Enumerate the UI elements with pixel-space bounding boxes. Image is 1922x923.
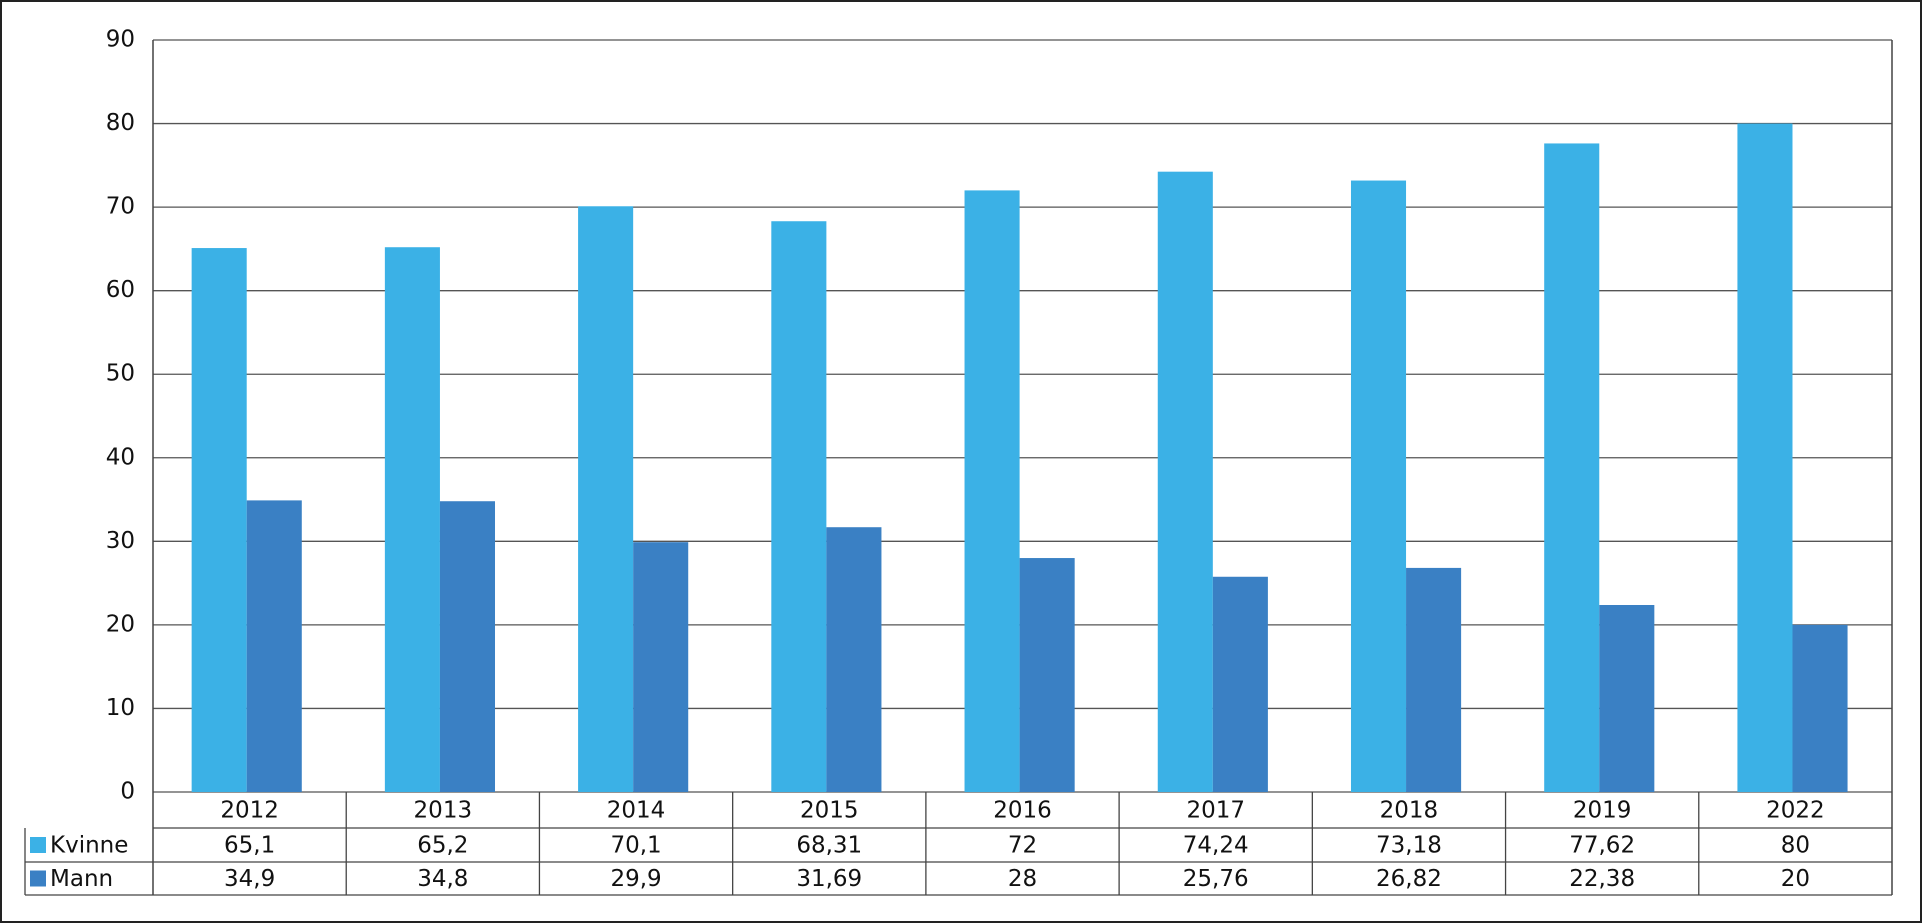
bar [1212, 576, 1268, 792]
y-tick-label: 80 [106, 110, 135, 136]
table-value: 80 [1781, 833, 1810, 859]
x-tick-label: 2022 [1766, 798, 1825, 824]
x-tick-label: 2017 [1186, 798, 1245, 824]
y-tick-label: 20 [106, 611, 135, 637]
bar [246, 500, 302, 792]
bar [191, 248, 247, 792]
bar [578, 206, 634, 792]
table-value: 73,18 [1376, 833, 1442, 859]
x-tick-label: 2015 [800, 798, 859, 824]
table-value: 74,24 [1183, 833, 1249, 859]
bar [1599, 605, 1655, 792]
bar [1019, 558, 1075, 792]
table-value: 77,62 [1569, 833, 1635, 859]
bar [1350, 180, 1407, 792]
bar [1737, 123, 1793, 793]
bar [771, 221, 827, 792]
y-tick-label: 50 [106, 361, 135, 387]
x-tick-label: 2013 [414, 798, 473, 824]
table-value: 22,38 [1569, 866, 1635, 892]
table-value: 34,8 [417, 866, 468, 892]
table-value: 25,76 [1183, 866, 1249, 892]
table-value: 31,69 [796, 866, 862, 892]
legend-swatch [30, 870, 46, 887]
bar [1792, 624, 1848, 792]
bar [1157, 171, 1213, 793]
table-value: 28 [1008, 866, 1037, 892]
table-value: 26,82 [1376, 866, 1442, 892]
x-tick-label: 2014 [607, 798, 666, 824]
bar [384, 247, 440, 792]
x-tick-label: 2012 [220, 798, 279, 824]
bar [1406, 567, 1462, 792]
x-tick-label: 2018 [1380, 798, 1439, 824]
table-value: 65,2 [417, 833, 468, 859]
legend-label: Mann [50, 866, 113, 892]
bar [826, 527, 882, 792]
y-tick-label: 40 [106, 444, 135, 470]
y-tick-label: 10 [106, 695, 135, 721]
bar [439, 501, 496, 792]
bar [1544, 143, 1600, 792]
table-value: 70,1 [610, 833, 661, 859]
y-tick-label: 0 [120, 779, 135, 805]
legend-label: Kvinne [50, 833, 128, 859]
table-value: 72 [1008, 833, 1037, 859]
y-tick-label: 70 [106, 194, 135, 220]
bar [964, 190, 1020, 792]
table-value: 65,1 [224, 833, 275, 859]
y-tick-label: 60 [106, 277, 135, 303]
x-tick-label: 2016 [993, 798, 1052, 824]
y-tick-label: 30 [106, 528, 135, 554]
table-value: 29,9 [610, 866, 661, 892]
table-value: 34,9 [224, 866, 275, 892]
table-value: 20 [1781, 866, 1810, 892]
x-tick-label: 2019 [1573, 798, 1632, 824]
legend-swatch [30, 837, 46, 853]
bar [633, 542, 689, 792]
y-tick-label: 90 [106, 27, 135, 53]
table-value: 68,31 [796, 833, 862, 859]
